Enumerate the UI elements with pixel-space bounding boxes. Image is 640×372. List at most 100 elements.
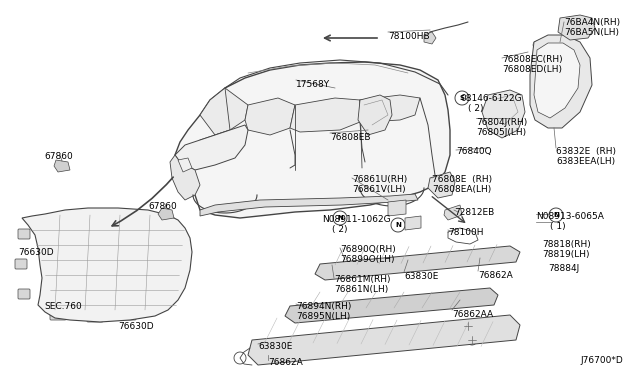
Polygon shape — [75, 275, 95, 289]
Polygon shape — [170, 155, 200, 200]
Polygon shape — [46, 277, 64, 289]
Polygon shape — [285, 288, 498, 323]
Polygon shape — [100, 230, 120, 244]
Polygon shape — [482, 90, 525, 138]
Text: 78100HB: 78100HB — [388, 32, 429, 41]
Polygon shape — [54, 160, 70, 172]
Text: 76862AA: 76862AA — [452, 310, 493, 319]
Polygon shape — [200, 88, 248, 135]
Text: 76808EC(RH): 76808EC(RH) — [502, 55, 563, 64]
Polygon shape — [370, 174, 414, 202]
Polygon shape — [245, 98, 295, 135]
Polygon shape — [106, 274, 124, 286]
Polygon shape — [444, 205, 462, 220]
Polygon shape — [248, 315, 520, 365]
Text: 08146-6122G: 08146-6122G — [460, 94, 522, 103]
Text: 76861N(LH): 76861N(LH) — [334, 285, 388, 294]
FancyBboxPatch shape — [18, 229, 30, 239]
Polygon shape — [80, 253, 100, 267]
Polygon shape — [558, 15, 595, 40]
Text: N: N — [553, 212, 559, 218]
Text: 76862A: 76862A — [478, 271, 513, 280]
Text: 76861U(RH): 76861U(RH) — [352, 175, 407, 184]
Text: 63830E: 63830E — [404, 272, 438, 281]
Polygon shape — [62, 299, 78, 311]
Polygon shape — [234, 352, 246, 364]
Polygon shape — [91, 297, 109, 309]
Polygon shape — [574, 91, 582, 99]
Text: N: N — [337, 215, 343, 221]
Text: 72812EB: 72812EB — [454, 208, 494, 217]
Text: 76BA4N(RH): 76BA4N(RH) — [564, 18, 620, 27]
Text: 76630D: 76630D — [118, 322, 154, 331]
Text: SEC.760: SEC.760 — [44, 302, 82, 311]
Polygon shape — [315, 246, 520, 280]
Text: 78819(LH): 78819(LH) — [542, 250, 589, 259]
Text: 76808EB: 76808EB — [330, 133, 371, 142]
Polygon shape — [110, 251, 130, 265]
Polygon shape — [158, 208, 174, 220]
Polygon shape — [424, 32, 436, 44]
FancyBboxPatch shape — [15, 259, 27, 269]
Polygon shape — [380, 180, 404, 196]
FancyBboxPatch shape — [18, 289, 30, 299]
Polygon shape — [200, 194, 418, 216]
Text: 76630D: 76630D — [18, 248, 54, 257]
Text: 76894N(RH): 76894N(RH) — [296, 302, 351, 311]
Text: 78884J: 78884J — [548, 264, 579, 273]
Text: 78100H: 78100H — [448, 228, 483, 237]
Polygon shape — [290, 98, 360, 132]
Text: 76861V(LH): 76861V(LH) — [352, 185, 406, 194]
Polygon shape — [467, 335, 477, 345]
Text: 78818(RH): 78818(RH) — [542, 240, 591, 249]
Text: ( 2): ( 2) — [332, 225, 348, 234]
Text: 76808E  (RH): 76808E (RH) — [432, 175, 492, 184]
Text: 67860: 67860 — [44, 152, 73, 161]
Polygon shape — [51, 256, 69, 268]
Polygon shape — [70, 231, 90, 245]
Text: 76862A: 76862A — [268, 358, 303, 367]
Text: N08913-6065A: N08913-6065A — [536, 212, 604, 221]
Text: 76808EA(LH): 76808EA(LH) — [432, 185, 492, 194]
Text: 76899O(LH): 76899O(LH) — [340, 255, 394, 264]
Polygon shape — [388, 200, 406, 216]
Polygon shape — [203, 181, 247, 209]
Text: ( 2): ( 2) — [468, 104, 483, 113]
Text: 6383EEA(LH): 6383EEA(LH) — [556, 157, 615, 166]
Polygon shape — [213, 187, 237, 203]
Text: 76BA5N(LH): 76BA5N(LH) — [564, 28, 619, 37]
Text: 17568Y: 17568Y — [296, 80, 330, 89]
Text: S: S — [460, 95, 465, 101]
Text: 67860: 67860 — [148, 202, 177, 211]
Polygon shape — [40, 233, 60, 247]
Text: 76861M(RH): 76861M(RH) — [334, 275, 390, 284]
Polygon shape — [530, 35, 592, 128]
Text: 76808ED(LH): 76808ED(LH) — [502, 65, 562, 74]
Text: 76840Q: 76840Q — [456, 147, 492, 156]
Text: J76700*D: J76700*D — [580, 356, 623, 365]
Polygon shape — [22, 208, 192, 322]
Polygon shape — [358, 95, 392, 135]
Polygon shape — [543, 118, 551, 126]
Text: N: N — [395, 222, 401, 228]
Polygon shape — [428, 172, 455, 198]
Text: ( 1): ( 1) — [550, 222, 566, 231]
Text: N08911-1062G: N08911-1062G — [322, 215, 390, 224]
Polygon shape — [175, 125, 248, 170]
Polygon shape — [178, 158, 192, 172]
Polygon shape — [463, 321, 473, 331]
Polygon shape — [533, 41, 541, 49]
FancyBboxPatch shape — [87, 313, 103, 322]
Polygon shape — [122, 295, 138, 305]
FancyBboxPatch shape — [50, 311, 66, 320]
Polygon shape — [405, 216, 421, 230]
Polygon shape — [391, 218, 405, 232]
Polygon shape — [360, 95, 420, 122]
Text: 63832E  (RH): 63832E (RH) — [556, 147, 616, 156]
FancyBboxPatch shape — [120, 311, 136, 320]
Polygon shape — [534, 43, 580, 118]
Text: 76895N(LH): 76895N(LH) — [296, 312, 350, 321]
Text: 63830E: 63830E — [258, 342, 292, 351]
Polygon shape — [175, 62, 450, 218]
Polygon shape — [571, 56, 579, 64]
